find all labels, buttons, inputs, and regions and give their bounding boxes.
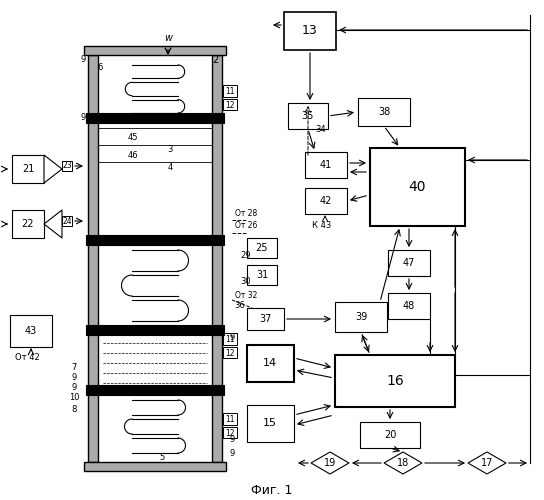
Text: 12: 12 bbox=[225, 348, 235, 358]
Text: 23: 23 bbox=[62, 162, 72, 170]
Text: От 26: От 26 bbox=[235, 222, 257, 230]
Polygon shape bbox=[468, 452, 506, 474]
Bar bbox=[223, 413, 237, 425]
Text: 41: 41 bbox=[320, 160, 332, 170]
Text: 9: 9 bbox=[81, 114, 85, 122]
Polygon shape bbox=[44, 155, 62, 183]
Text: 9: 9 bbox=[230, 450, 234, 458]
Text: 17: 17 bbox=[481, 458, 493, 468]
Text: 9: 9 bbox=[81, 56, 85, 64]
Text: 4: 4 bbox=[168, 164, 172, 172]
Text: 35: 35 bbox=[302, 111, 314, 121]
Text: 47: 47 bbox=[403, 258, 415, 268]
Text: 22: 22 bbox=[22, 219, 34, 229]
Bar bbox=[212, 55, 222, 462]
Text: 15: 15 bbox=[263, 418, 277, 428]
Text: 18: 18 bbox=[397, 458, 409, 468]
Text: 10: 10 bbox=[69, 394, 79, 402]
Text: К 43: К 43 bbox=[312, 222, 332, 230]
Text: 5: 5 bbox=[159, 452, 165, 462]
Text: 8: 8 bbox=[71, 404, 77, 413]
Bar bbox=[305, 188, 347, 214]
Bar bbox=[12, 210, 44, 238]
Text: 6: 6 bbox=[97, 64, 103, 72]
Text: 14: 14 bbox=[263, 358, 277, 368]
Text: 9: 9 bbox=[230, 332, 234, 342]
Bar bbox=[388, 250, 430, 276]
Text: 21: 21 bbox=[22, 164, 34, 174]
Bar bbox=[360, 422, 420, 448]
Text: 20: 20 bbox=[384, 430, 396, 440]
Text: 24: 24 bbox=[62, 216, 72, 226]
Text: 9: 9 bbox=[71, 384, 77, 392]
Bar bbox=[223, 99, 237, 110]
Text: 25: 25 bbox=[256, 243, 268, 253]
Polygon shape bbox=[44, 210, 62, 238]
Polygon shape bbox=[311, 452, 349, 474]
Bar bbox=[88, 55, 98, 462]
Bar bbox=[388, 293, 430, 319]
Text: 19: 19 bbox=[324, 458, 336, 468]
Text: 42: 42 bbox=[320, 196, 332, 206]
Text: 37: 37 bbox=[259, 314, 271, 324]
Text: 3: 3 bbox=[168, 146, 172, 154]
Bar bbox=[86, 385, 224, 395]
Text: 11: 11 bbox=[225, 86, 235, 96]
Bar bbox=[247, 265, 277, 285]
Text: 12: 12 bbox=[225, 428, 235, 438]
Text: 29: 29 bbox=[240, 250, 250, 260]
Bar bbox=[247, 345, 294, 382]
Bar bbox=[358, 98, 410, 126]
Bar bbox=[84, 46, 226, 55]
Bar bbox=[247, 238, 277, 258]
Text: 45: 45 bbox=[128, 134, 138, 142]
Text: 34: 34 bbox=[315, 126, 326, 134]
Text: 48: 48 bbox=[403, 301, 415, 311]
Text: 43: 43 bbox=[25, 326, 37, 336]
Text: 46: 46 bbox=[128, 150, 138, 160]
Polygon shape bbox=[384, 452, 422, 474]
Text: 2: 2 bbox=[212, 55, 218, 65]
Bar bbox=[84, 462, 226, 471]
Bar bbox=[12, 155, 44, 183]
Text: w: w bbox=[164, 33, 172, 43]
Bar bbox=[284, 12, 336, 50]
Text: 11: 11 bbox=[225, 334, 235, 344]
Text: От 42: От 42 bbox=[15, 354, 39, 362]
Text: 31: 31 bbox=[256, 270, 268, 280]
Bar bbox=[86, 113, 224, 123]
Bar bbox=[86, 235, 224, 245]
Text: 30: 30 bbox=[240, 278, 251, 286]
Bar bbox=[223, 85, 237, 97]
Text: 40: 40 bbox=[408, 180, 426, 194]
Text: 12: 12 bbox=[225, 100, 235, 110]
Text: 38: 38 bbox=[378, 107, 390, 117]
Text: 39: 39 bbox=[355, 312, 367, 322]
Bar bbox=[223, 347, 237, 358]
Text: 13: 13 bbox=[302, 24, 318, 38]
Text: От 28: От 28 bbox=[235, 208, 257, 218]
Bar bbox=[62, 161, 72, 171]
Text: 44: 44 bbox=[128, 116, 138, 126]
Bar bbox=[288, 103, 328, 129]
Bar bbox=[62, 216, 72, 226]
Bar bbox=[370, 148, 465, 226]
Bar bbox=[335, 355, 455, 407]
Text: Фиг. 1: Фиг. 1 bbox=[251, 484, 293, 496]
Text: От 32: От 32 bbox=[235, 290, 257, 300]
Bar bbox=[335, 302, 387, 332]
Text: 7: 7 bbox=[71, 362, 77, 372]
Text: 11: 11 bbox=[225, 414, 235, 424]
Bar bbox=[86, 325, 224, 335]
Bar bbox=[10, 315, 52, 347]
Bar bbox=[223, 333, 237, 345]
Bar bbox=[247, 308, 284, 330]
Bar bbox=[305, 152, 347, 178]
Text: 9: 9 bbox=[71, 374, 77, 382]
Bar bbox=[247, 405, 294, 442]
Text: 9: 9 bbox=[230, 436, 234, 444]
Text: 36: 36 bbox=[234, 300, 245, 310]
Text: 16: 16 bbox=[386, 374, 404, 388]
Bar bbox=[223, 427, 237, 438]
